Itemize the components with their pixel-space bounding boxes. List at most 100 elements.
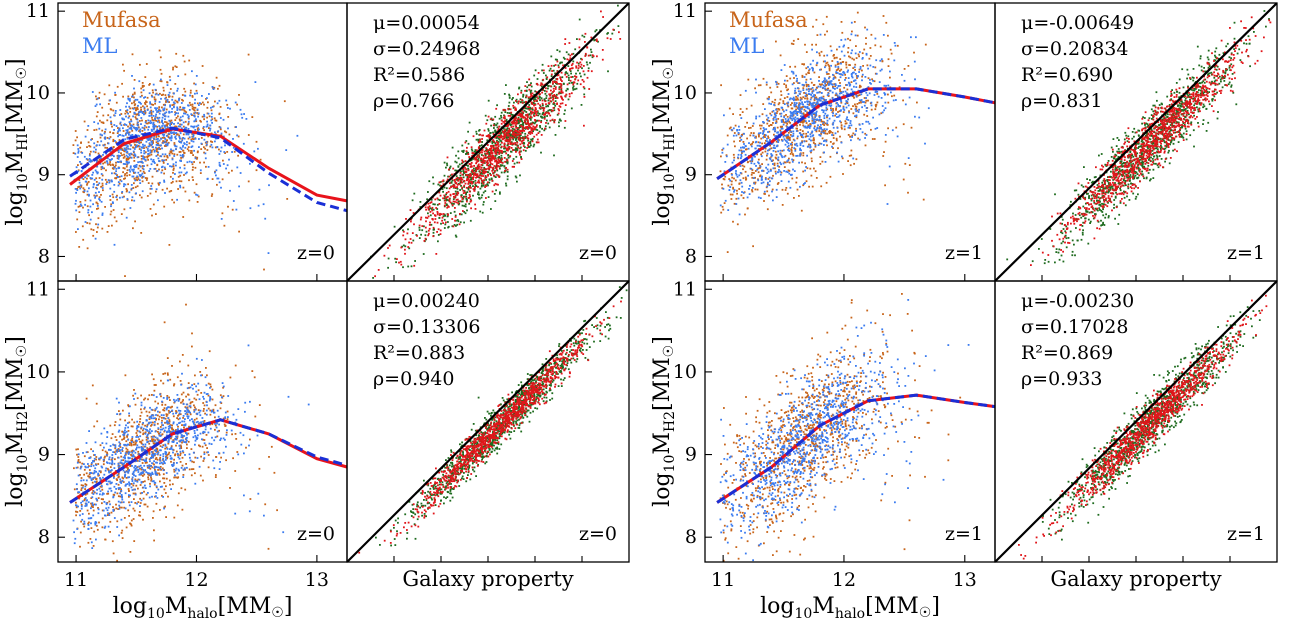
prediction-point (528, 88, 531, 91)
scatter-point (140, 196, 143, 199)
prediction-point (568, 59, 570, 61)
scatter-point (157, 432, 160, 435)
scatter-point (177, 492, 180, 495)
prediction-point (556, 97, 559, 99)
prediction-point (498, 165, 501, 168)
scatter-point (176, 477, 179, 479)
prediction-point (577, 79, 580, 82)
prediction-point (440, 213, 443, 216)
prediction-point (465, 164, 468, 166)
scatter-point (258, 467, 261, 470)
scatter-point (107, 163, 109, 166)
scatter-point (212, 410, 215, 412)
prediction-point (497, 127, 500, 130)
scatter-point (126, 198, 129, 200)
scatter-point (165, 121, 168, 124)
scatter-point (154, 409, 156, 412)
scatter-point (144, 503, 147, 506)
prediction-point (427, 212, 429, 215)
prediction-point (495, 135, 498, 137)
prediction-point (564, 120, 567, 122)
scatter-point (182, 145, 184, 148)
prediction-point (507, 136, 510, 138)
scatter-point (138, 514, 140, 517)
scatter-point (80, 487, 83, 490)
prediction-point (432, 212, 434, 215)
scatter-point (98, 521, 100, 524)
prediction-point (515, 98, 518, 101)
scatter-point (177, 418, 180, 421)
scatter-point (135, 484, 138, 487)
prediction-point (577, 67, 580, 70)
prediction-point (589, 61, 591, 64)
prediction-point (541, 127, 543, 130)
scatter-point (100, 498, 103, 500)
scatter-point (88, 473, 91, 476)
prediction-point (449, 201, 452, 204)
scatter-point (177, 454, 179, 456)
scatter-point (218, 126, 221, 128)
scatter-point (211, 178, 214, 180)
prediction-point (525, 96, 527, 99)
scatter-point (143, 172, 146, 174)
scatter-point (146, 156, 149, 159)
scatter-point (207, 101, 209, 104)
prediction-point (481, 151, 483, 154)
scatter-point (136, 127, 139, 130)
scatter-point (206, 120, 208, 123)
prediction-point (525, 101, 528, 103)
prediction-point (574, 78, 576, 81)
scatter-point (112, 196, 115, 199)
prediction-point (485, 157, 487, 159)
scatter-point (113, 243, 116, 246)
prediction-point (541, 91, 543, 94)
scatter-point (83, 190, 86, 192)
scatter-point (148, 170, 151, 172)
scatter-point (155, 120, 158, 122)
scatter-point (90, 502, 92, 505)
prediction-point (498, 160, 501, 163)
prediction-point (467, 142, 470, 145)
prediction-point (495, 149, 498, 152)
scatter-point (142, 105, 144, 108)
scatter-point (112, 138, 115, 141)
scatter-point (115, 177, 118, 179)
scatter-point (132, 93, 134, 96)
prediction-point (468, 202, 471, 205)
stat-line: R²=0.586 (373, 64, 465, 86)
scatter-point (145, 493, 148, 496)
prediction-point (548, 93, 551, 96)
scatter-point (169, 122, 172, 125)
scatter-point (152, 104, 154, 106)
scatter-point (192, 134, 195, 137)
scatter-point (228, 133, 231, 136)
scatter-point (170, 123, 173, 125)
scatter-point (158, 160, 160, 162)
scatter-point (179, 454, 182, 457)
prediction-point (508, 101, 511, 104)
prediction-point (470, 199, 473, 202)
scatter-point (211, 193, 214, 196)
scatter-point (191, 96, 194, 98)
prediction-point (484, 168, 486, 170)
scatter-point (91, 174, 94, 176)
prediction-point (444, 223, 447, 226)
prediction-point (567, 53, 570, 56)
prediction-point (539, 105, 542, 108)
prediction-point (467, 197, 470, 199)
scatter-point (202, 438, 204, 441)
scatter-point (222, 386, 224, 389)
scatter-point (150, 103, 153, 106)
scatter-point (100, 140, 103, 143)
scatter-point (187, 133, 190, 136)
scatter-point (168, 111, 171, 114)
scatter-point (129, 465, 132, 467)
prediction-point (488, 135, 491, 137)
scatter-point (147, 158, 149, 161)
prediction-point (374, 275, 376, 278)
prediction-point (464, 205, 467, 208)
prediction-point (530, 85, 533, 88)
scatter-point (175, 145, 178, 148)
scatter-point (176, 107, 179, 110)
scatter-point (179, 186, 182, 189)
